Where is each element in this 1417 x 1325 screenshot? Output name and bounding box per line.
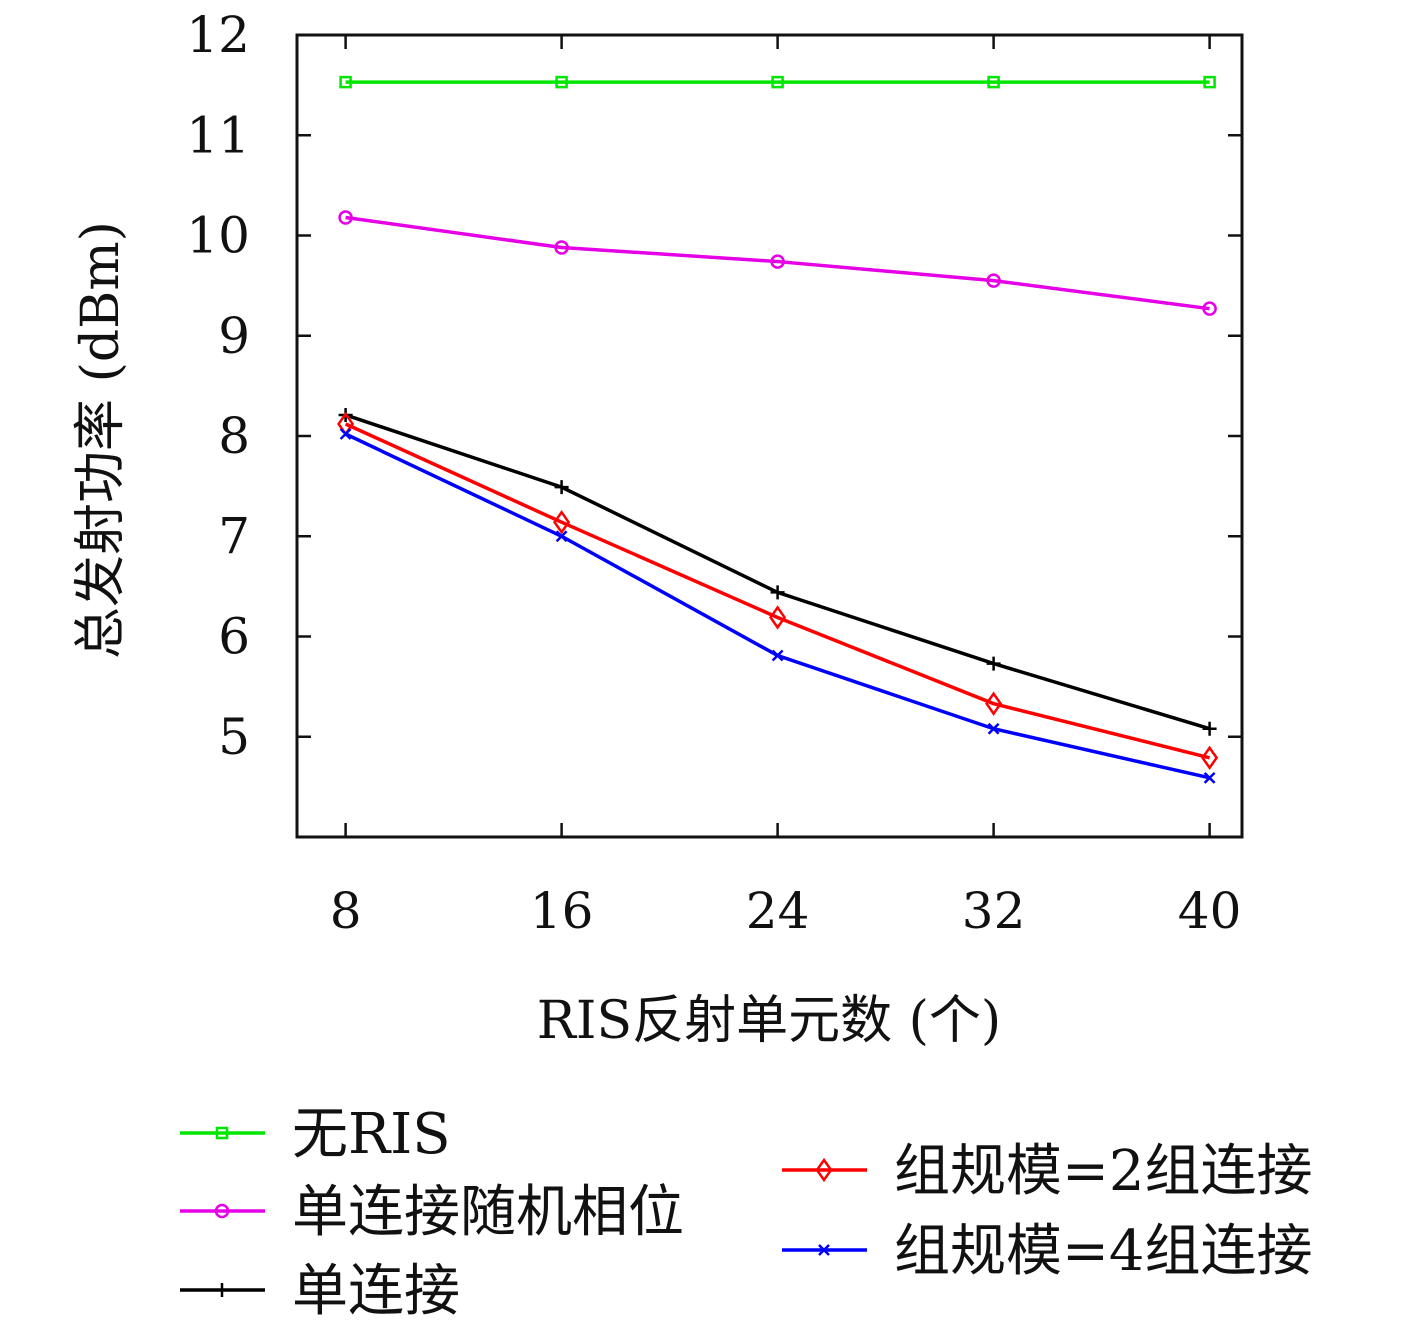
legend-item: 单连接 (180, 1259, 460, 1324)
legend-label: 单连接 (292, 1259, 460, 1324)
legend-item: 组规模=4组连接 (782, 1219, 1313, 1284)
x-tick-label: 16 (530, 882, 594, 940)
x-tick-label: 24 (746, 882, 810, 940)
series-layer (337, 75, 1219, 784)
data-point-diamond (815, 1157, 833, 1183)
legend-label: 无RIS (292, 1102, 451, 1167)
data-point-diamond (769, 605, 787, 630)
x-axis-title: RIS反射单元数 (个) (537, 991, 1001, 1051)
legend-item: 无RIS (180, 1102, 451, 1167)
data-point-plus (554, 480, 569, 495)
y-tick-label: 10 (186, 207, 250, 265)
legend-item: 单连接随机相位 (180, 1180, 684, 1245)
y-axis-title: 总发射功率 (dBm) (71, 221, 131, 659)
y-tick-label: 12 (186, 6, 250, 64)
data-point-diamond (553, 510, 571, 535)
x-tick-label: 32 (962, 882, 1026, 940)
data-point-square (987, 75, 1000, 89)
legend-label: 组规模=4组连接 (894, 1219, 1313, 1284)
y-tick-label: 11 (186, 106, 250, 164)
data-point-plus (770, 585, 785, 600)
data-point-circle (986, 273, 1001, 288)
legend-item: 组规模=2组连接 (782, 1139, 1313, 1204)
legend-label: 组规模=2组连接 (894, 1139, 1313, 1204)
series-line (345, 413, 1211, 731)
plot-frame (295, 33, 1244, 839)
data-point-circle (214, 1203, 230, 1219)
data-point-circle (338, 210, 353, 225)
data-point-square (339, 75, 352, 89)
series-group (339, 428, 1216, 784)
data-point-square (771, 75, 784, 89)
data-point-circle (554, 240, 569, 255)
y-tick-label: 9 (218, 307, 250, 365)
data-point-plus (215, 1283, 229, 1297)
data-point-diamond (985, 691, 1003, 716)
axis-ticks: 8 16 24 32 40 5 6 7 8 9 10 11 12 (186, 6, 1242, 940)
data-point-cross (818, 1244, 830, 1256)
data-point-cross (339, 428, 352, 440)
data-point-circle (770, 254, 785, 269)
y-tick-label: 8 (218, 407, 250, 465)
data-point-plus (986, 656, 1001, 671)
series-group (338, 210, 1217, 316)
series-group (339, 75, 1216, 89)
data-point-cross (1203, 771, 1216, 784)
series-line (345, 215, 1210, 311)
data-point-cross (987, 722, 1000, 735)
data-point-cross (771, 649, 784, 662)
series-line (344, 422, 1211, 760)
legend-label: 单连接随机相位 (292, 1180, 684, 1245)
data-point-cross (555, 530, 568, 543)
series-group (337, 411, 1219, 770)
data-point-plus (1202, 721, 1217, 736)
x-tick-label: 8 (330, 882, 362, 940)
y-tick-label: 6 (218, 608, 250, 666)
data-point-diamond (1201, 745, 1219, 770)
y-tick-label: 7 (218, 507, 250, 565)
data-point-square (555, 75, 568, 89)
series-group (338, 407, 1217, 736)
y-tick-label: 5 (218, 708, 250, 766)
x-tick-label: 40 (1178, 882, 1242, 940)
data-point-square (1203, 75, 1216, 89)
data-point-circle (1202, 301, 1217, 316)
data-point-square (215, 1126, 229, 1140)
